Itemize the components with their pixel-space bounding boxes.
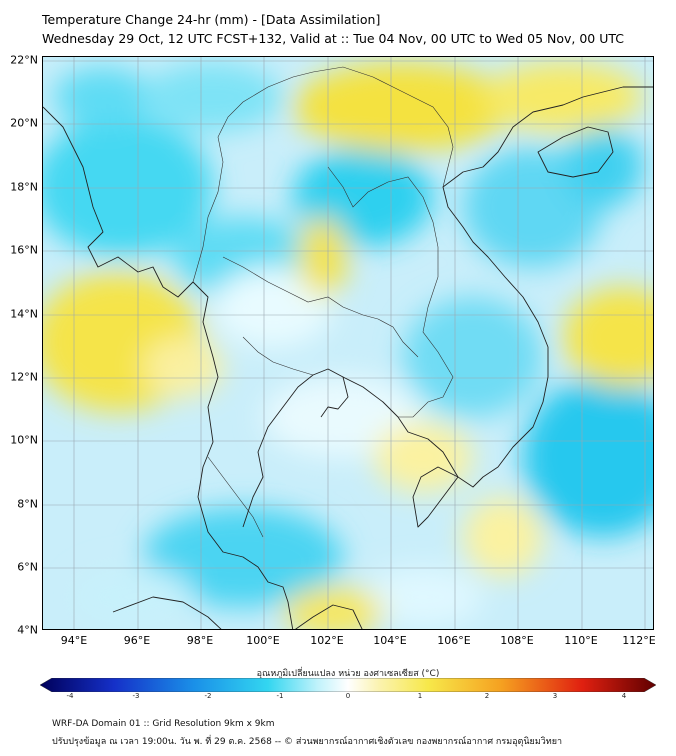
colorbar-tick-neg2: -2 [204,692,212,700]
coastlines [43,86,653,629]
lat-label-16n: 16°N [10,243,38,257]
colorbar-tick-neg3: -3 [132,692,140,700]
lon-label-94e: 94°E [60,634,88,647]
colorbar [40,678,656,692]
map-subtitle: Wednesday 29 Oct, 12 UTC FCST+132, Valid… [42,31,625,46]
lat-label-14n: 14°N [10,307,38,321]
country-borders [192,66,454,538]
lat-label-10n: 10°N [10,433,38,447]
graticule [43,57,653,629]
colorbar-tick-0: 0 [345,692,351,700]
lon-label-104e: 104°E [373,634,407,647]
lat-label-12n: 12°N [10,370,38,384]
lat-label-22n: 22°N [10,53,38,67]
colorbar-gradient [40,678,656,692]
lon-label-102e: 102°E [310,634,344,647]
update-credit: ปรับปรุงข้อมูล ณ เวลา 19:00น. วัน พ. ที่… [52,737,563,747]
temperature-change-map [42,56,654,630]
lat-label-6n: 6°N [17,560,38,574]
lon-label-108e: 108°E [500,634,534,647]
lon-label-110e: 110°E [564,634,598,647]
colorbar-tick-1: 1 [417,692,423,700]
lat-label-8n: 8°N [17,497,38,511]
colorbar-tick-3: 3 [552,692,558,700]
temperature-field [43,62,653,629]
lat-label-4n: 4°N [17,623,38,637]
lon-label-112e: 112°E [622,634,656,647]
colorbar-tick-neg1: -1 [276,692,284,700]
colorbar-tick-4: 4 [621,692,627,700]
lon-label-98e: 98°E [186,634,214,647]
lat-label-18n: 18°N [10,180,38,194]
model-info: WRF-DA Domain 01 :: Grid Resolution 9km … [52,719,275,729]
colorbar-tick-neg4: -4 [66,692,74,700]
lon-label-100e: 100°E [246,634,280,647]
colorbar-title: อุณหภูมิเปลี่ยนแปลง หน่วย องศาเซลเซียส (… [256,669,440,679]
lon-label-106e: 106°E [437,634,471,647]
lon-label-96e: 96°E [123,634,151,647]
colorbar-tick-2: 2 [484,692,490,700]
map-title: Temperature Change 24-hr (mm) - [Data As… [42,12,381,27]
lat-label-20n: 20°N [10,116,38,130]
